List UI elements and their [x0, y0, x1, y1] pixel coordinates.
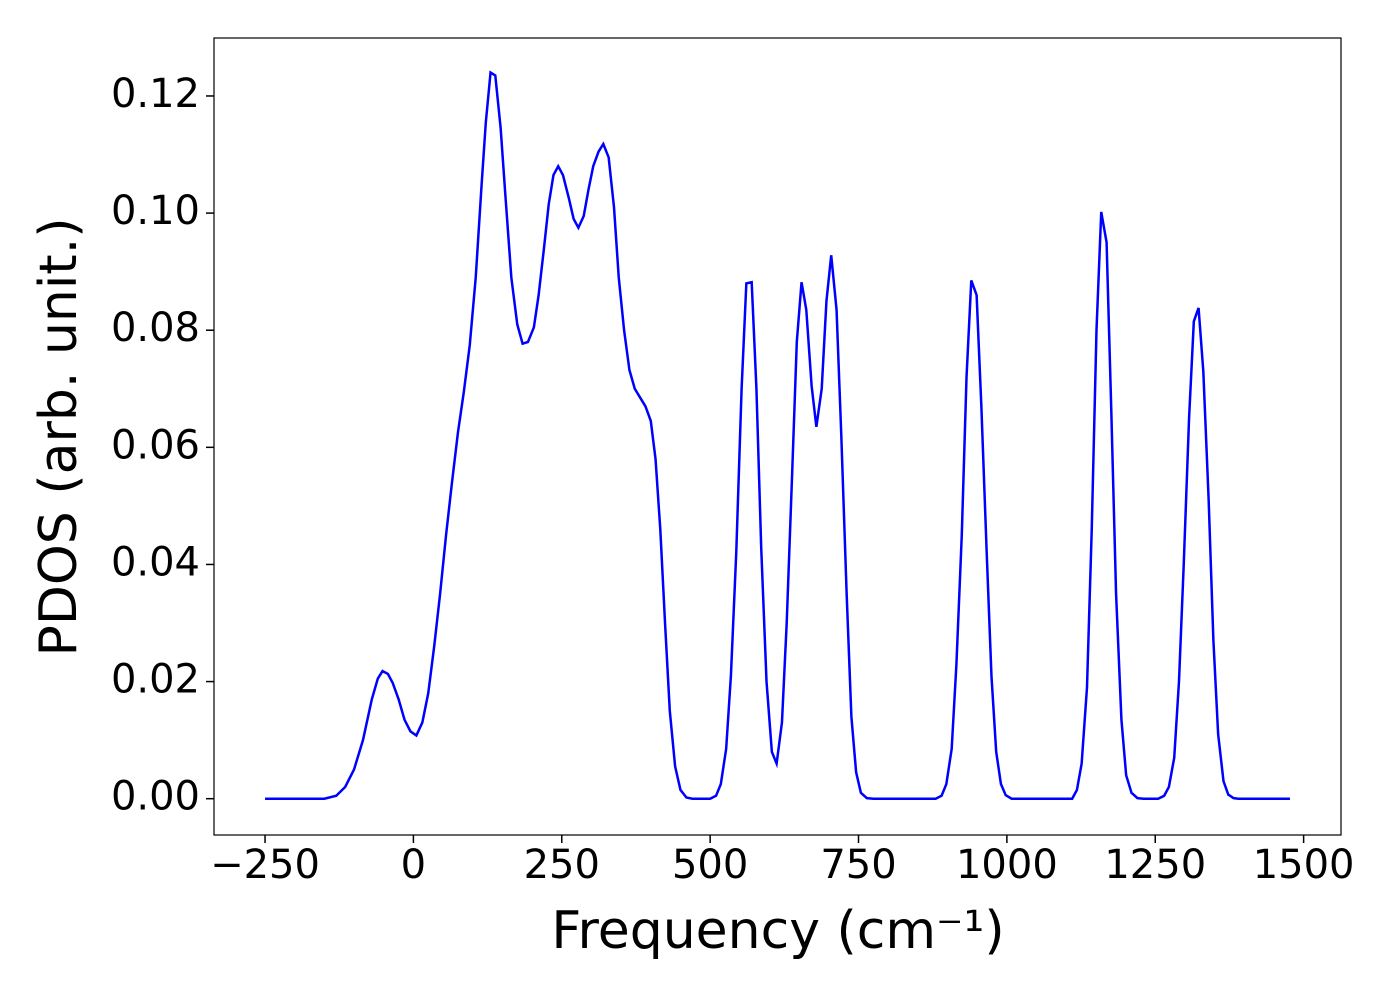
x-tick-label: 1000: [956, 842, 1058, 888]
x-tick-label: 750: [820, 842, 896, 888]
y-tick-label: 0.12: [111, 71, 200, 117]
plot-frame: [213, 37, 1342, 836]
x-axis-label: Frequency (cm⁻¹): [551, 901, 1004, 961]
x-tick-label: 0: [401, 842, 426, 888]
x-tick-label: −250: [210, 842, 320, 888]
y-tick-label: 0.10: [111, 188, 200, 234]
x-tick-label: 1500: [1253, 842, 1355, 888]
y-tick-label: 0.00: [111, 774, 200, 820]
x-tick-label: 250: [524, 842, 600, 888]
x-tick-label: 1250: [1104, 842, 1206, 888]
data-line: [265, 70, 1290, 800]
y-tick-label: 0.02: [111, 657, 200, 703]
y-tick-label: 0.06: [111, 422, 200, 468]
y-tick-label: 0.04: [111, 539, 200, 585]
y-axis-label: PDOS (arb. unit.): [29, 217, 89, 656]
y-tick-label: 0.08: [111, 305, 200, 351]
x-tick-label: 500: [672, 842, 748, 888]
